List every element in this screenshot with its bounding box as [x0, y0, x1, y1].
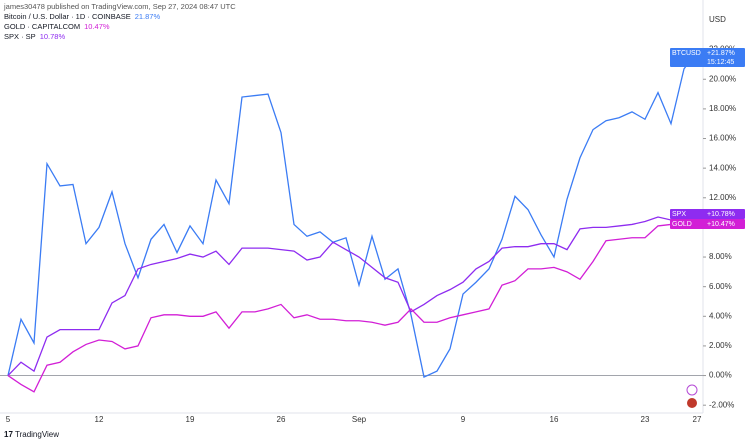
y-tick-label: 20.00%	[709, 74, 736, 83]
series-line	[7, 219, 698, 393]
y-tick-label: 18.00%	[709, 104, 736, 113]
legend-change: 10.78%	[40, 32, 66, 41]
y-tick-label: 8.00%	[709, 252, 732, 261]
legend-name: GOLD · CAPITALCOM	[4, 22, 80, 31]
price-tag	[670, 48, 745, 67]
y-tick-label: 4.00%	[709, 311, 732, 320]
series-line	[7, 51, 698, 378]
legend-name: SPX · SP	[4, 32, 36, 41]
y-tick-label: 6.00%	[709, 282, 732, 291]
price-tag-symbol: GOLD	[672, 221, 692, 228]
y-tick-label: -2.00%	[709, 400, 734, 409]
price-tag	[670, 209, 745, 219]
x-tick-label: 16	[550, 415, 559, 424]
price-tag	[670, 219, 745, 229]
y-tick-label: 0.00%	[709, 371, 732, 380]
x-tick-label: 23	[641, 415, 650, 424]
price-tag-symbol: SPX	[672, 211, 686, 218]
price-tag-countdown: 15:12:45	[707, 59, 734, 66]
price-tag-value: +10.78%	[707, 211, 735, 218]
price-tag-symbol: BTCUSD	[672, 50, 701, 57]
currency: USD	[709, 15, 726, 24]
flag-icon	[687, 398, 697, 408]
y-tick-label: 14.00%	[709, 163, 736, 172]
x-tick-label: Sep	[352, 415, 367, 424]
y-tick-label: 2.00%	[709, 341, 732, 350]
logo-mark: 17	[4, 430, 13, 439]
x-tick-label: 26	[277, 415, 286, 424]
price-tag-value: +10.47%	[707, 221, 735, 228]
footer: TradingView	[15, 430, 59, 439]
header: james30478 published on TradingView.com,…	[3, 2, 236, 11]
x-tick-label: 12	[95, 415, 104, 424]
legend-name: Bitcoin / U.S. Dollar · 1D · COINBASE	[4, 12, 131, 21]
y-tick-label: 16.00%	[709, 134, 736, 143]
legend-change: 10.47%	[84, 22, 110, 31]
series-line	[7, 214, 698, 377]
x-tick-label: 19	[186, 415, 195, 424]
legend-change: 21.87%	[135, 12, 161, 21]
event-icon	[686, 384, 698, 396]
price-tag-value: +21.87%	[707, 50, 735, 57]
x-tick-label: 9	[461, 415, 466, 424]
y-tick-label: 12.00%	[709, 193, 736, 202]
x-tick-label: 5	[6, 415, 11, 424]
x-tick-label: 27	[693, 415, 702, 424]
